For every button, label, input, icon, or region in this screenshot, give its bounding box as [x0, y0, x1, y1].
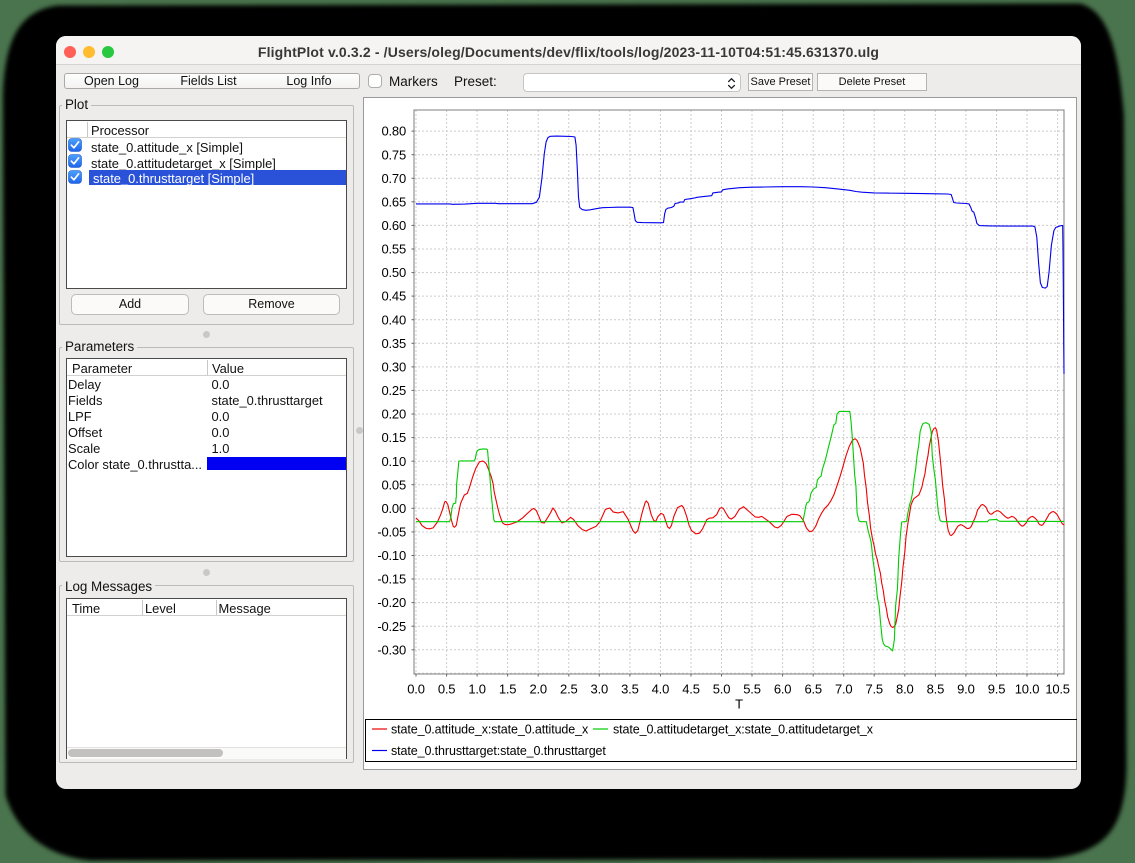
svg-text:3.5: 3.5 — [621, 682, 638, 697]
svg-text:10.0: 10.0 — [1015, 682, 1040, 697]
svg-text:0.60: 0.60 — [381, 218, 406, 233]
svg-text:5.5: 5.5 — [743, 682, 760, 697]
svg-text:0.15: 0.15 — [381, 430, 406, 445]
svg-text:0.5: 0.5 — [438, 682, 455, 697]
svg-text:0.65: 0.65 — [381, 194, 406, 209]
svg-text:0.30: 0.30 — [381, 360, 406, 375]
svg-text:0.00: 0.00 — [381, 501, 406, 516]
svg-text:0.0: 0.0 — [407, 682, 424, 697]
svg-text:0.50: 0.50 — [381, 265, 406, 280]
svg-text:state_0.attitude_x:state_0.att: state_0.attitude_x:state_0.attitude_x — [391, 723, 589, 737]
svg-text:4.5: 4.5 — [682, 682, 699, 697]
svg-text:0.55: 0.55 — [381, 242, 406, 257]
svg-text:-0.25: -0.25 — [377, 619, 406, 634]
svg-text:2.5: 2.5 — [560, 682, 577, 697]
svg-text:6.5: 6.5 — [804, 682, 821, 697]
svg-text:9.0: 9.0 — [957, 682, 974, 697]
svg-text:4.0: 4.0 — [652, 682, 669, 697]
svg-text:7.5: 7.5 — [865, 682, 882, 697]
svg-text:0.10: 0.10 — [381, 454, 406, 469]
svg-text:state_0.thrusttarget:state_0.t: state_0.thrusttarget:state_0.thrusttarge… — [391, 744, 606, 758]
svg-text:10.5: 10.5 — [1045, 682, 1070, 697]
svg-text:0.70: 0.70 — [381, 171, 406, 186]
svg-text:1.0: 1.0 — [468, 682, 485, 697]
svg-text:0.25: 0.25 — [381, 383, 406, 398]
svg-text:8.0: 8.0 — [896, 682, 913, 697]
svg-text:0.35: 0.35 — [381, 336, 406, 351]
svg-text:-0.15: -0.15 — [377, 572, 406, 587]
svg-text:0.20: 0.20 — [381, 407, 406, 422]
svg-text:-0.30: -0.30 — [377, 642, 406, 657]
svg-text:T: T — [735, 697, 743, 712]
svg-text:0.40: 0.40 — [381, 312, 406, 327]
svg-text:state_0.attitudetarget_x:state: state_0.attitudetarget_x:state_0.attitud… — [613, 723, 874, 737]
svg-text:5.0: 5.0 — [713, 682, 730, 697]
svg-text:6.0: 6.0 — [774, 682, 791, 697]
svg-text:1.5: 1.5 — [499, 682, 516, 697]
svg-text:2.0: 2.0 — [529, 682, 546, 697]
svg-text:7.0: 7.0 — [835, 682, 852, 697]
svg-text:-0.05: -0.05 — [377, 525, 406, 540]
svg-text:0.45: 0.45 — [381, 289, 406, 304]
svg-text:0.05: 0.05 — [381, 477, 406, 492]
svg-text:-0.10: -0.10 — [377, 548, 406, 563]
svg-text:0.75: 0.75 — [381, 147, 406, 162]
svg-text:8.5: 8.5 — [927, 682, 944, 697]
svg-text:3.0: 3.0 — [591, 682, 608, 697]
svg-text:9.5: 9.5 — [988, 682, 1005, 697]
svg-text:0.80: 0.80 — [381, 124, 406, 139]
svg-text:-0.20: -0.20 — [377, 595, 406, 610]
